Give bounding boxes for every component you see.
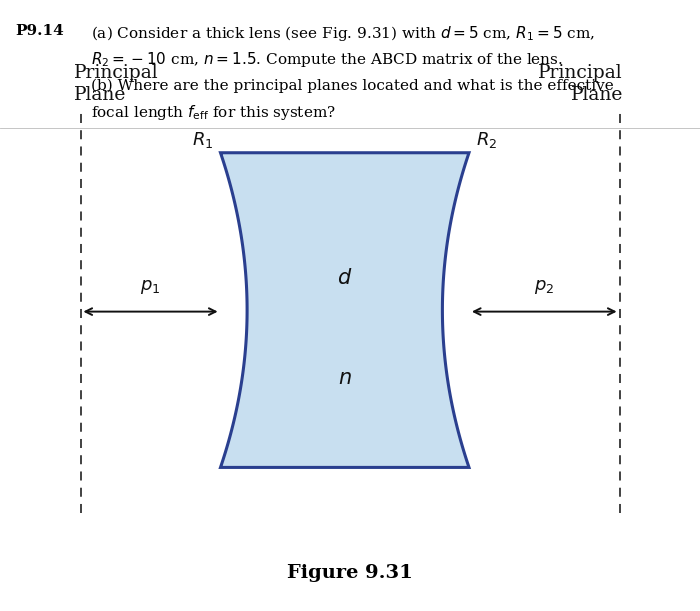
Text: $R_1$: $R_1$ <box>192 130 214 150</box>
Text: Principal
Plane: Principal Plane <box>74 64 158 104</box>
Text: $p_1$: $p_1$ <box>140 279 161 296</box>
Text: $p_2$: $p_2$ <box>534 279 554 296</box>
Text: $R_2$: $R_2$ <box>476 130 497 150</box>
Text: (a) Consider a thick lens (see Fig. 9.31) with $d = 5$ cm, $R_1 = 5$ cm,: (a) Consider a thick lens (see Fig. 9.31… <box>91 24 595 43</box>
Text: Principal
Plane: Principal Plane <box>538 64 623 104</box>
Text: $d$: $d$ <box>337 268 352 288</box>
Polygon shape <box>220 153 469 467</box>
Text: $R_2 = -10$ cm, $n = 1.5$. Compute the ABCD matrix of the lens.: $R_2 = -10$ cm, $n = 1.5$. Compute the A… <box>91 50 563 69</box>
Text: focal length $f_{\mathrm{eff}}$ for this system?: focal length $f_{\mathrm{eff}}$ for this… <box>91 103 336 122</box>
Text: P9.14: P9.14 <box>15 24 64 38</box>
Text: $n$: $n$ <box>338 369 351 389</box>
Text: Figure 9.31: Figure 9.31 <box>287 564 413 582</box>
Text: (b) Where are the principal planes located and what is the effective: (b) Where are the principal planes locat… <box>91 78 614 93</box>
